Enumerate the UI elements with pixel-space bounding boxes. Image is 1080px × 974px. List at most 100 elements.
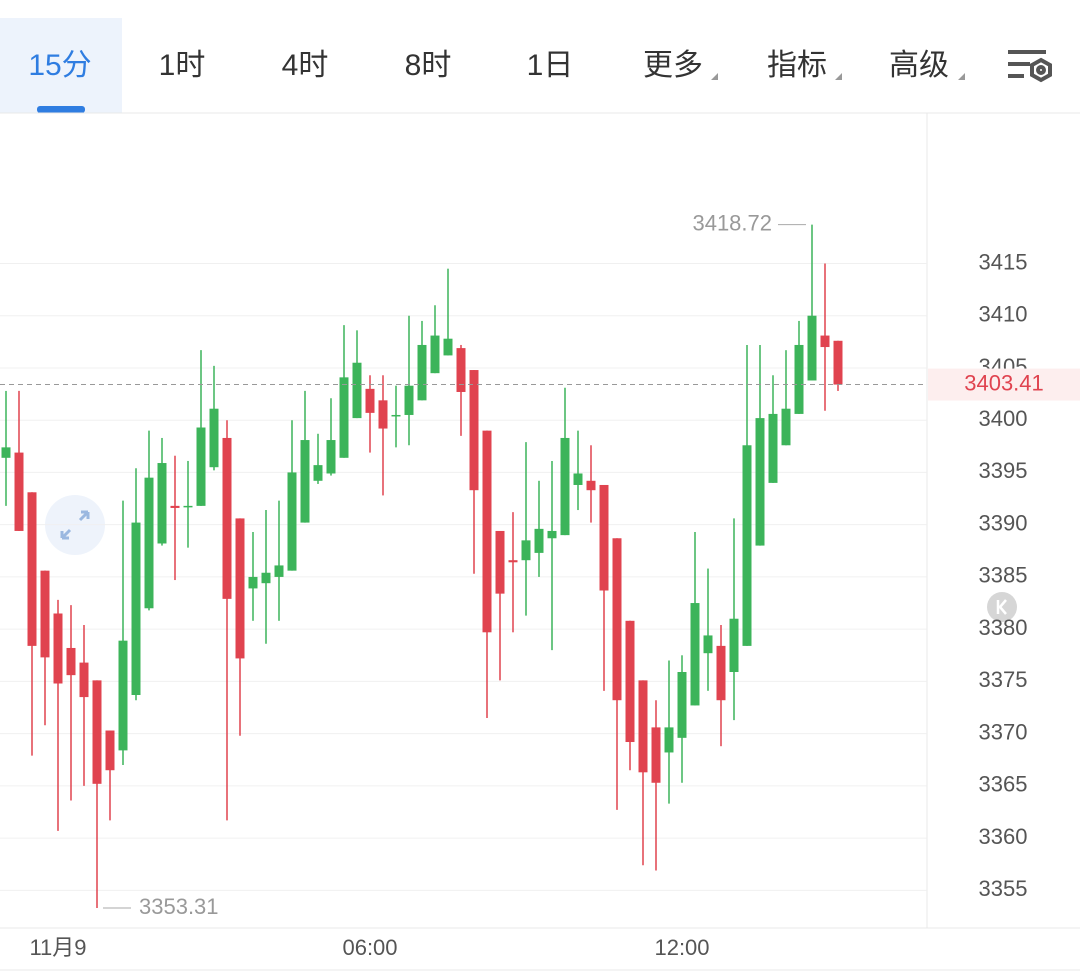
y-tick-label: 3390 <box>979 510 1028 535</box>
candle-body <box>729 618 739 673</box>
candle-body <box>248 576 258 589</box>
candle-body <box>27 492 37 646</box>
candle-body <box>677 672 687 738</box>
candle-body <box>313 465 323 481</box>
candle-body <box>365 388 375 413</box>
candle-body <box>768 413 778 483</box>
candle-body <box>690 603 700 706</box>
candle-body <box>521 540 531 561</box>
settings-icon[interactable] <box>1008 50 1052 83</box>
candle-body <box>508 560 518 563</box>
candle-body <box>40 570 50 658</box>
active-tab-indicator <box>37 106 85 113</box>
candle-body <box>716 645 726 701</box>
candle-body <box>547 530 557 539</box>
tab-label[interactable]: 更多 <box>643 49 703 82</box>
y-tick-label: 3385 <box>979 563 1028 588</box>
candle-body <box>79 662 89 698</box>
x-tick-label: 11月9 <box>29 935 86 960</box>
tab-label[interactable]: 高级 <box>889 49 949 82</box>
y-tick-label: 3360 <box>979 824 1028 849</box>
candle-body <box>339 377 349 458</box>
y-tick-label: 3375 <box>979 667 1028 692</box>
candle-body <box>586 480 596 491</box>
y-tick-label: 3415 <box>979 249 1028 274</box>
last-price-label: 3403.41 <box>964 370 1044 395</box>
candle-body <box>170 505 180 508</box>
scroll-latest-button[interactable] <box>987 592 1017 622</box>
candle-body <box>417 344 427 401</box>
candle-body <box>456 348 466 392</box>
expand-icon <box>60 510 90 540</box>
candle-body <box>326 440 336 474</box>
candle-body <box>274 565 284 577</box>
candle-body <box>118 640 128 751</box>
candle-body <box>794 344 804 414</box>
tab-label[interactable]: 指标 <box>767 49 827 82</box>
dropdown-marks <box>711 73 965 80</box>
candle-body <box>430 335 440 374</box>
candle-body <box>755 418 765 546</box>
candle-body <box>157 463 167 544</box>
candle-body <box>638 680 648 773</box>
high-label: 3418.72 <box>692 210 772 235</box>
scroll-latest-icon <box>996 599 1007 615</box>
candle-body <box>443 338 453 356</box>
y-tick-label: 3395 <box>979 458 1028 483</box>
candle-body <box>53 613 63 684</box>
candle-body <box>144 477 154 609</box>
candle-body <box>781 408 791 446</box>
candle-body <box>183 505 193 508</box>
active-tab-bg <box>0 18 122 113</box>
y-tick-label: 3400 <box>979 406 1028 431</box>
candle-body <box>209 408 219 468</box>
candle-body <box>404 385 414 415</box>
tab-label[interactable]: 4时 <box>282 49 329 82</box>
candle-body <box>196 427 206 506</box>
y-tick-label: 3355 <box>979 876 1028 901</box>
candle-body <box>378 400 388 429</box>
tab-label[interactable]: 8时 <box>405 49 452 82</box>
y-tick-label: 3370 <box>979 719 1028 744</box>
y-tick-label: 3410 <box>979 302 1028 327</box>
candle-body <box>833 340 843 385</box>
candle-body <box>703 635 713 654</box>
candle-body <box>261 572 271 584</box>
y-tick-label: 3365 <box>979 772 1028 797</box>
candle-body <box>352 362 362 419</box>
candle-body <box>131 522 141 695</box>
candle-body <box>222 437 232 599</box>
candle-body <box>807 315 817 381</box>
candle-body <box>287 472 297 571</box>
x-tick-label: 12:00 <box>654 935 709 960</box>
candle-body <box>742 445 752 646</box>
tab-label[interactable]: 1日 <box>527 49 574 82</box>
candle-body <box>573 473 583 485</box>
tab-label[interactable]: 1时 <box>159 49 206 82</box>
candle-body <box>599 484 609 591</box>
candle-body <box>300 440 310 523</box>
candle-body <box>651 727 661 783</box>
candle-body <box>664 727 674 753</box>
candle-body <box>469 370 479 491</box>
candle-body <box>482 430 492 633</box>
last-price-bg <box>928 368 1080 401</box>
y-tick-label: 3380 <box>979 615 1028 640</box>
low-label: 3353.31 <box>139 894 219 919</box>
candle-body <box>92 680 102 784</box>
candle-body <box>534 528 544 553</box>
candle-body <box>14 452 24 531</box>
candle-body <box>560 437 570 536</box>
candle-body <box>612 538 622 701</box>
candle-body <box>820 335 830 348</box>
candle-body <box>495 530 505 594</box>
candle-body <box>391 414 401 417</box>
candle-body <box>66 647 76 676</box>
candle-body <box>1 447 11 458</box>
tab-label[interactable]: 15分 <box>28 49 91 82</box>
candle-body <box>235 518 245 659</box>
candle-body <box>625 620 635 743</box>
candle-body <box>105 730 115 771</box>
x-tick-label: 06:00 <box>342 935 397 960</box>
